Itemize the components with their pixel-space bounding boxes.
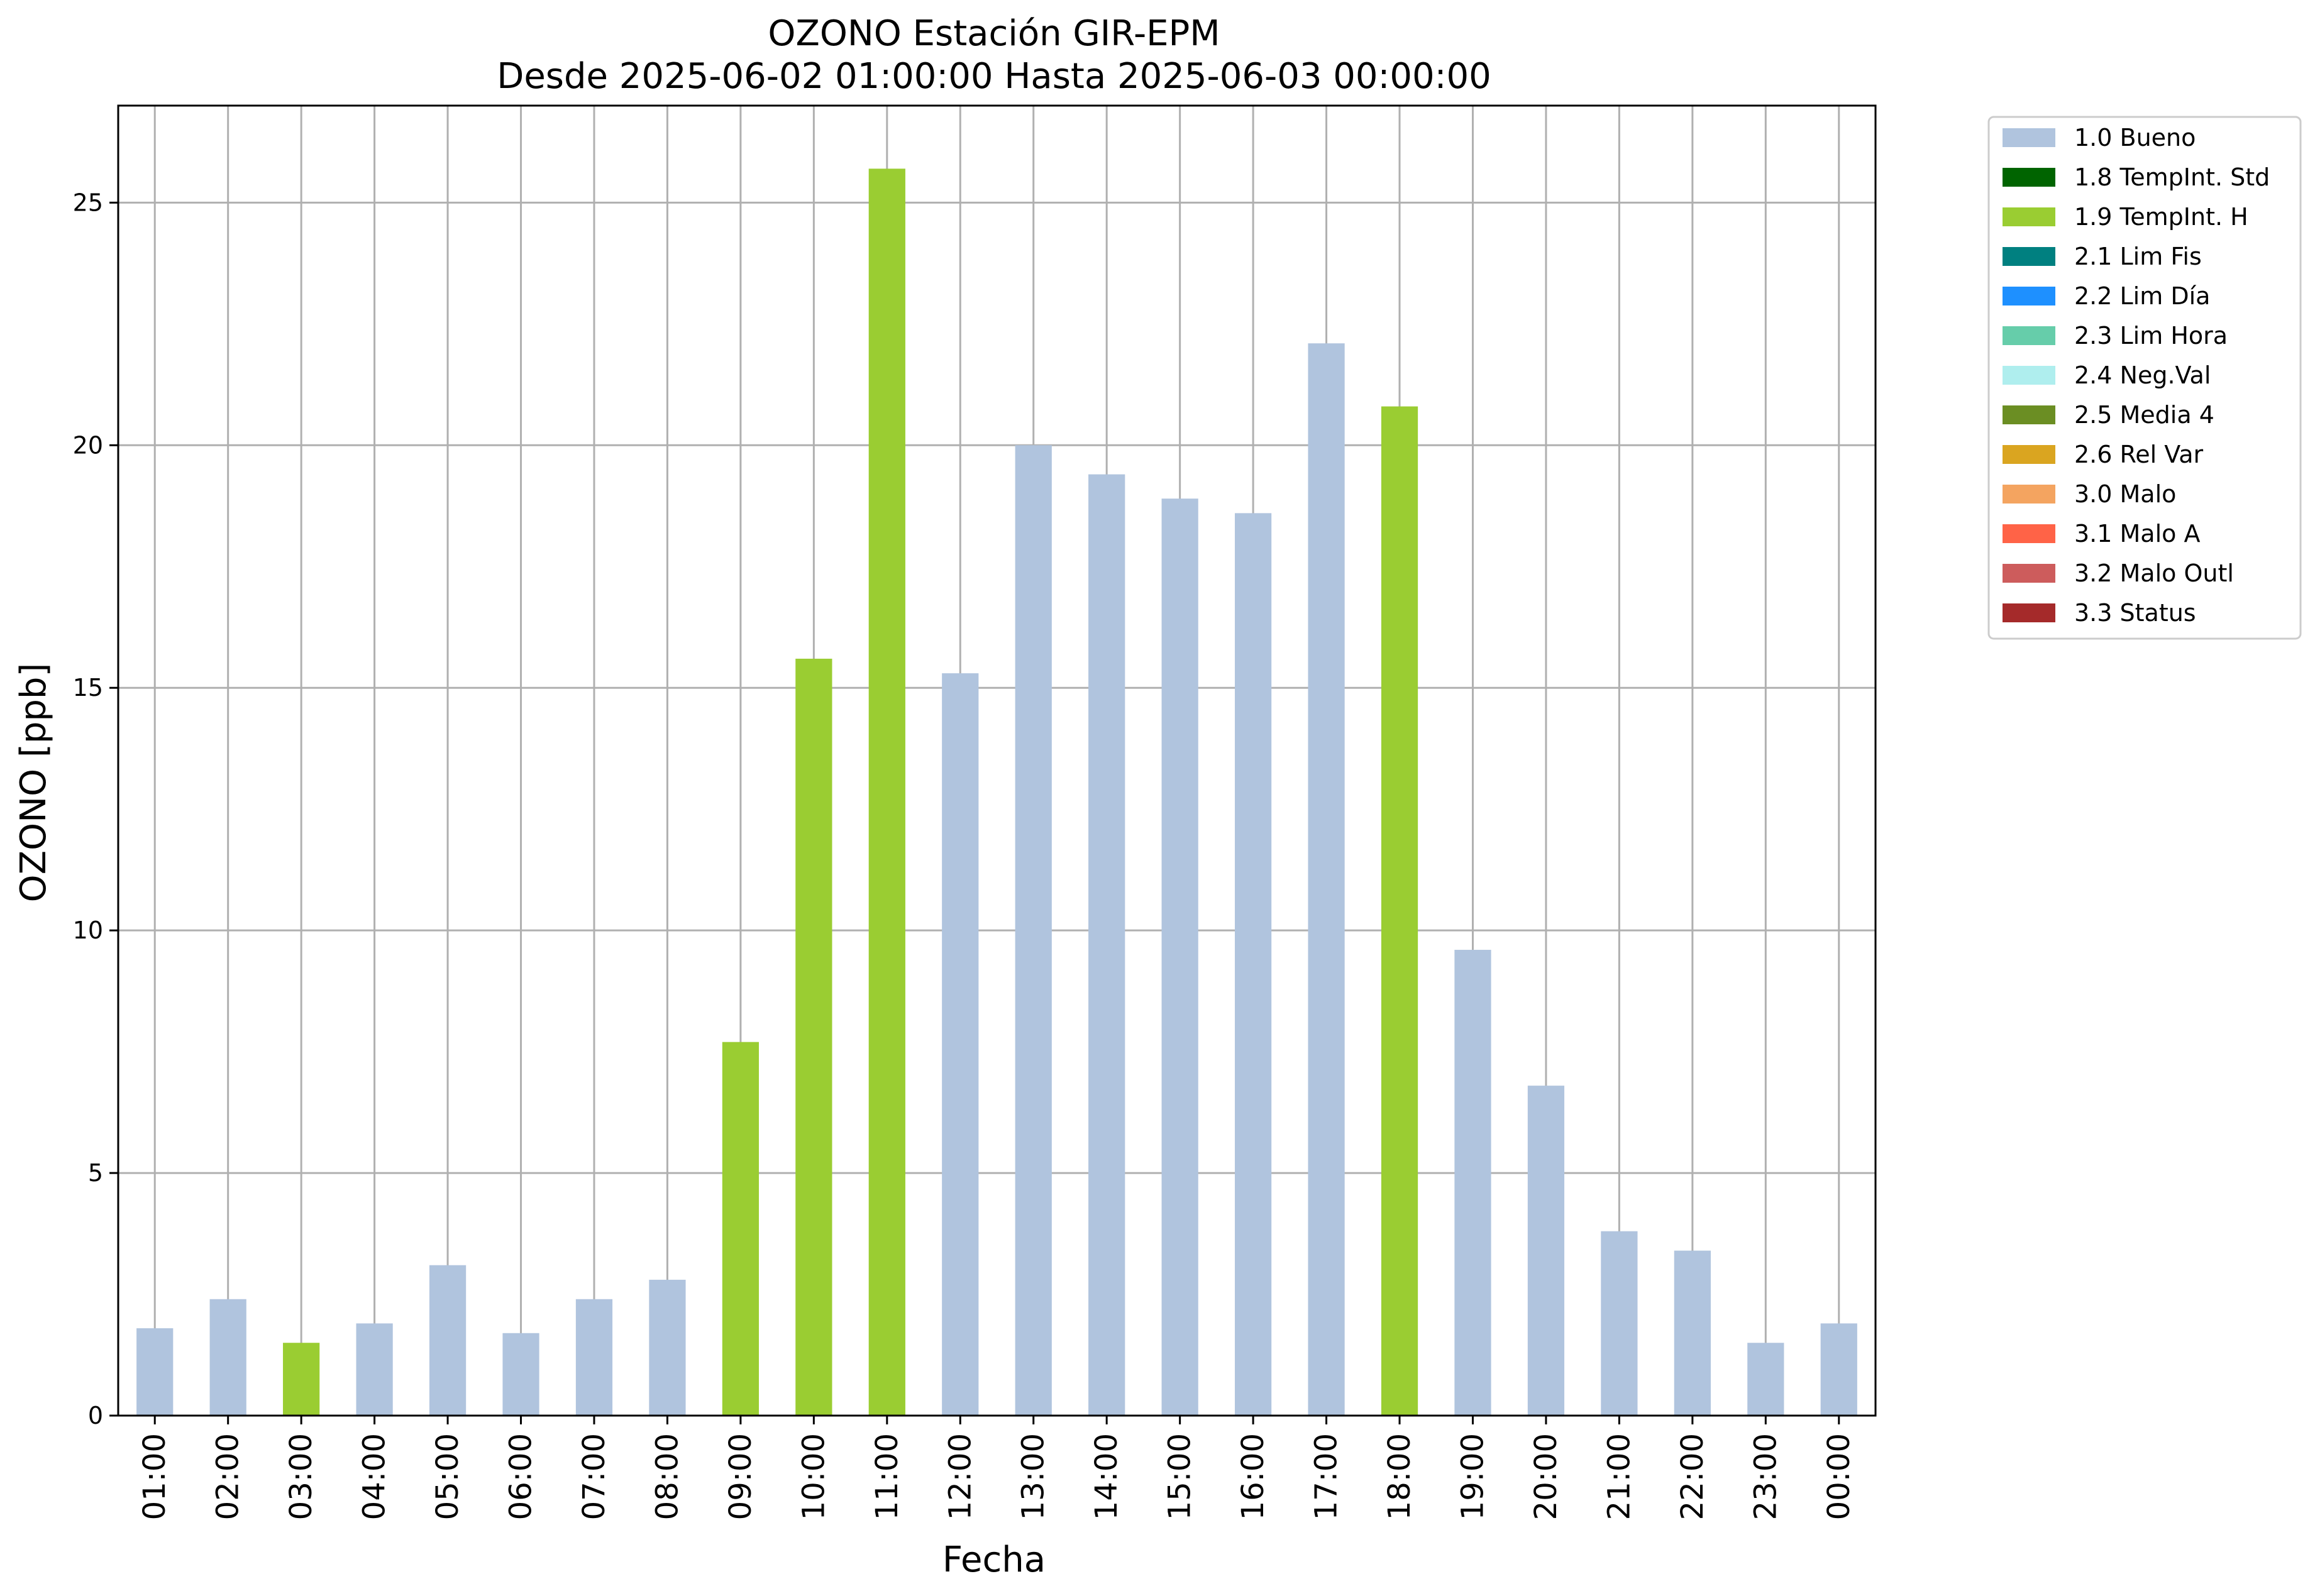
legend-label: 3.0 Malo (2074, 480, 2176, 508)
bar (1674, 1250, 1711, 1416)
legend-swatch (2003, 168, 2055, 187)
chart-title-line-2: Desde 2025-06-02 01:00:00 Hasta 2025-06-… (497, 56, 1491, 97)
x-tick-label: 01:00 (137, 1433, 172, 1520)
bar (1820, 1323, 1857, 1416)
legend-swatch (2003, 326, 2055, 345)
bar (1234, 513, 1272, 1416)
legend-label: 2.5 Media 4 (2074, 401, 2214, 429)
legend-swatch (2003, 445, 2055, 464)
y-tick-label: 15 (73, 674, 103, 702)
x-tick-label: 16:00 (1235, 1433, 1271, 1520)
chart-title-line-1: OZONO Estación GIR-EPM (768, 13, 1220, 54)
legend-label: 1.0 Bueno (2074, 124, 2196, 151)
y-axis-label: OZONO [ppb] (13, 663, 54, 903)
bar (356, 1323, 393, 1416)
x-tick-label: 11:00 (870, 1433, 905, 1520)
bar (795, 658, 832, 1416)
bar (868, 168, 905, 1416)
y-tick-label: 25 (73, 189, 103, 216)
bar (209, 1299, 246, 1416)
x-tick-label: 15:00 (1163, 1433, 1198, 1520)
x-tick-label: 18:00 (1382, 1433, 1417, 1520)
legend-label: 2.6 Rel Var (2074, 441, 2204, 468)
legend-label: 2.4 Neg.Val (2074, 361, 2211, 389)
bar (1161, 498, 1198, 1416)
legend-label: 1.9 TempInt. H (2074, 203, 2248, 231)
legend-swatch (2003, 287, 2055, 305)
plot-frame (117, 104, 1877, 1417)
x-tick-label: 19:00 (1455, 1433, 1490, 1520)
x-tick-label: 06:00 (504, 1433, 539, 1520)
legend-swatch (2003, 564, 2055, 583)
bar (136, 1328, 174, 1416)
legend-label: 3.1 Malo A (2074, 520, 2200, 548)
legend-label: 3.3 Status (2074, 599, 2196, 627)
y-tick-label: 20 (73, 431, 103, 459)
legend-swatch (2003, 247, 2055, 266)
bar (1088, 474, 1125, 1416)
bar (1308, 343, 1345, 1416)
legend-swatch (2003, 485, 2055, 504)
legend-swatch (2003, 603, 2055, 622)
legend-label: 2.2 Lim Día (2074, 282, 2210, 310)
y-tick-label: 0 (88, 1402, 103, 1429)
x-tick-label: 14:00 (1089, 1433, 1124, 1520)
x-tick-label: 00:00 (1821, 1433, 1857, 1520)
x-tick-label: 03:00 (284, 1433, 319, 1520)
bar (942, 673, 979, 1416)
legend-label: 2.3 Lim Hora (2074, 322, 2228, 349)
x-tick-label: 10:00 (796, 1433, 831, 1520)
legend-swatch (2003, 405, 2055, 424)
bar (502, 1333, 539, 1416)
legend-label: 2.1 Lim Fis (2074, 243, 2202, 270)
x-tick-label: 02:00 (211, 1433, 246, 1520)
legend-label: 1.8 TempInt. Std (2074, 163, 2270, 191)
x-tick-label: 07:00 (577, 1433, 612, 1520)
x-tick-label: 09:00 (723, 1433, 758, 1520)
bar (1601, 1231, 1638, 1416)
legend-swatch (2003, 366, 2055, 385)
legend-swatch (2003, 207, 2055, 226)
x-tick-label: 22:00 (1675, 1433, 1710, 1520)
x-axis-ticks: 01:00 02:00 03:00 04:00 05:00 06:00 07:00 08:00… (137, 1416, 1857, 1520)
x-tick-label: 04:00 (357, 1433, 392, 1520)
bar (1381, 406, 1418, 1416)
x-tick-label: 12:00 (942, 1433, 978, 1520)
bar (1454, 950, 1491, 1416)
x-tick-label: 21:00 (1601, 1433, 1637, 1520)
bar (1527, 1086, 1565, 1416)
bar (1747, 1343, 1784, 1416)
y-axis-ticks: 0 5 10 15 20 25 (73, 189, 118, 1429)
y-tick-label: 10 (73, 916, 103, 944)
bar (575, 1299, 613, 1416)
grid-layer (118, 106, 1876, 1417)
bar (1015, 445, 1052, 1416)
x-tick-label: 23:00 (1748, 1433, 1783, 1520)
x-tick-label: 13:00 (1016, 1433, 1051, 1520)
bar (722, 1042, 760, 1416)
x-tick-label: 17:00 (1309, 1433, 1344, 1520)
x-axis-label: Fecha (942, 1539, 1046, 1580)
bar (429, 1265, 467, 1416)
legend-frame (1987, 116, 2302, 640)
legend-swatch (2003, 128, 2055, 147)
legend-label: 3.2 Malo Outl (2074, 559, 2234, 587)
bar (283, 1343, 320, 1416)
x-tick-label: 08:00 (649, 1433, 685, 1520)
bar (649, 1279, 686, 1416)
legend-items: 1.0 Bueno 1.8 TempInt. Std 1.9 TempInt. H 2… (2003, 124, 2270, 627)
legend: 1.0 Bueno 1.8 TempInt. Std 1.9 TempInt. H 2… (1987, 116, 2302, 640)
bar-layer (136, 168, 1857, 1416)
x-tick-label: 05:00 (430, 1433, 465, 1520)
x-tick-label: 20:00 (1528, 1433, 1564, 1520)
y-tick-label: 5 (88, 1159, 103, 1187)
legend-swatch (2003, 524, 2055, 543)
